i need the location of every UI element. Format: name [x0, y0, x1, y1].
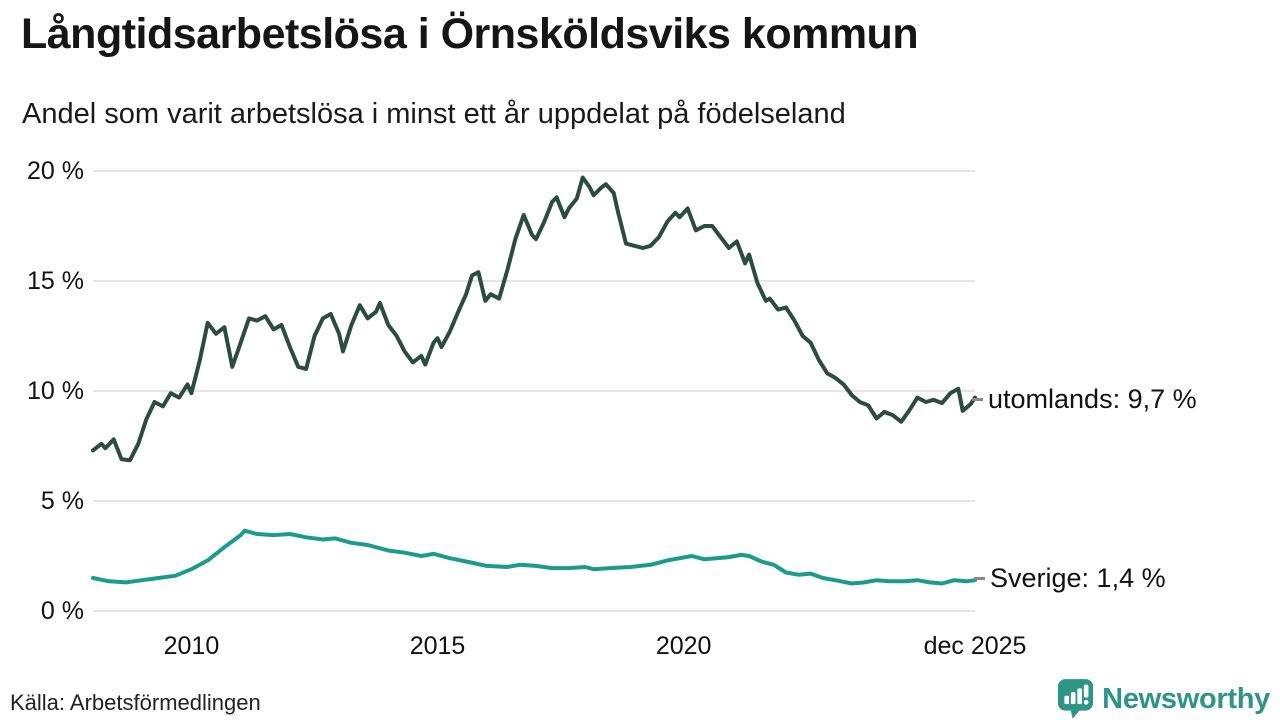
- newsworthy-branding: Newsworthy: [1057, 678, 1270, 720]
- series-end-label-utomlands: utomlands: 9,7 %: [972, 384, 1197, 415]
- newsworthy-logo-icon: [1058, 679, 1094, 719]
- x-tick-label: 2020: [655, 632, 712, 660]
- series-end-label-text: Sverige: 1,4 %: [990, 563, 1166, 593]
- y-tick-label: 15 %: [27, 267, 84, 295]
- series-line-sverige: [91, 528, 977, 586]
- source-attribution: Källa: Arbetsförmedlingen: [10, 690, 261, 715]
- page-title: Långtidsarbetslösa i Örnsköldsviks kommu…: [21, 10, 919, 58]
- x-tick-label: dec 2025: [923, 632, 1027, 660]
- plot-canvas: [91, 170, 977, 612]
- chart-subtitle: Andel som varit arbetslösa i minst ett å…: [22, 98, 846, 130]
- y-tick-label: 20 %: [27, 157, 84, 185]
- x-tick-label: 2010: [163, 632, 220, 660]
- label-connector-dash: [974, 577, 985, 580]
- label-connector-dash: [972, 398, 983, 401]
- newsworthy-logo-text: Newsworthy: [1102, 682, 1270, 715]
- y-tick-label: 0 %: [40, 597, 84, 625]
- series-end-label-sverige: Sverige: 1,4 %: [974, 563, 1166, 594]
- y-tick-label: 5 %: [40, 487, 84, 515]
- series-line-utomlands: [91, 175, 977, 463]
- y-tick-label: 10 %: [27, 377, 84, 405]
- series-end-label-text: utomlands: 9,7 %: [988, 384, 1197, 414]
- x-tick-label: 2015: [409, 632, 466, 660]
